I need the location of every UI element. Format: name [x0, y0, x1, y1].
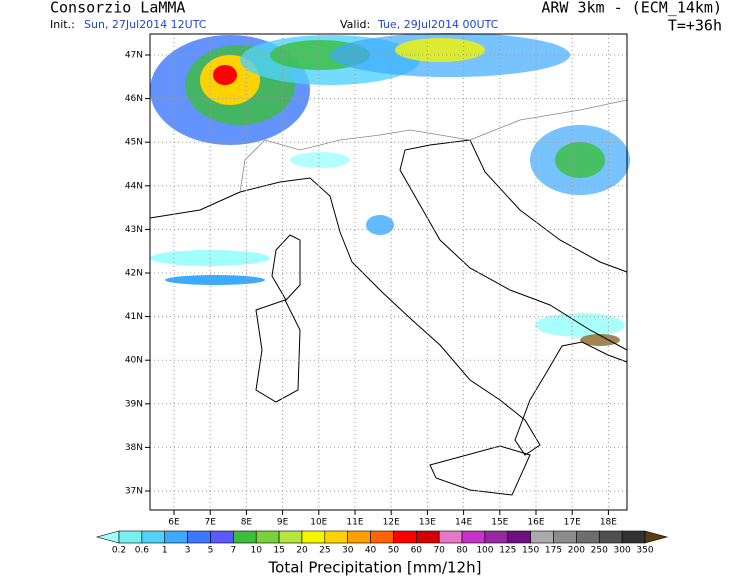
colorbar-label: 10 [250, 546, 262, 556]
colorbar-swatch [278, 530, 303, 544]
colorbar-swatch [233, 530, 257, 544]
lat-label: 37N [125, 487, 143, 497]
colorbar-title: Total Precipitation [mm/12h] [268, 559, 482, 577]
colorbar-swatch [416, 530, 440, 544]
colorbar-label: 15 [273, 546, 284, 556]
colorbar-swatch [255, 530, 280, 544]
forecast-step: T=+36h [668, 17, 722, 35]
lat-label: 39N [125, 399, 143, 409]
colorbar-label: 150 [522, 546, 539, 556]
right-title: ARW 3km - (ECM_14km) [541, 0, 722, 17]
lon-label: 6E [168, 518, 180, 528]
lon-label: 15E [491, 518, 508, 528]
left-title: Consorzio LaMMA [50, 0, 185, 17]
colorbar-label: 100 [476, 546, 493, 556]
colorbar-label: 250 [591, 546, 608, 556]
lon-label: 18E [600, 518, 617, 528]
colorbar-label: 0.2 [112, 546, 126, 556]
lon-label: 17E [564, 518, 581, 528]
init-value: Sun, 27Jul2014 12UTC [84, 18, 207, 31]
colorbar-swatch [553, 530, 577, 544]
valid-value: Tue, 29Jul2014 00UTC [377, 18, 499, 31]
colorbar-label: 3 [185, 546, 191, 556]
colorbar-label: 80 [456, 546, 468, 556]
colorbar-swatch [301, 530, 326, 544]
lat-label: 47N [125, 51, 143, 61]
colorbar-label: 0.6 [135, 546, 150, 556]
colorbar-swatch [576, 530, 600, 544]
lat-label: 42N [125, 269, 143, 279]
colorbar-label: 25 [319, 546, 330, 556]
colorbar-swatch [438, 530, 463, 544]
colorbar-label: 70 [433, 546, 445, 556]
lon-label: 12E [383, 518, 400, 528]
graticule: 47N 46N 45N 44N 43N 42N 41N 40N 39N 38N 37N 6E 7E 8E 9… [125, 34, 627, 528]
lon-label: 13E [419, 518, 436, 528]
map-frame [149, 33, 628, 511]
colorbar-swatch [324, 530, 348, 544]
colorbar-swatch [164, 530, 188, 544]
borders [239, 99, 628, 193]
lon-label: 9E [277, 518, 289, 528]
colorbar: 0.2 0.6 1 3 5 7 10 15 20 25 30 40 50 60 70 80 100 125 150 1… [95, 530, 669, 556]
colorbar-swatch [484, 530, 509, 544]
colorbar-left-arrow [95, 530, 120, 544]
lat-label: 45N [125, 138, 143, 148]
colorbar-label: 30 [342, 546, 354, 556]
colorbar-label: 50 [388, 546, 400, 556]
lat-label: 38N [125, 443, 143, 453]
colorbar-label: 200 [568, 546, 585, 556]
colorbar-swatch [347, 530, 371, 544]
colorbar-swatch [598, 530, 623, 544]
coastlines [149, 139, 628, 496]
colorbar-right-arrow [644, 530, 669, 544]
colorbar-swatch [507, 530, 531, 544]
colorbar-label: 40 [365, 546, 377, 556]
lat-label: 43N [125, 225, 143, 235]
lon-label: 7E [204, 518, 216, 528]
colorbar-label: 350 [636, 546, 653, 556]
colorbar-label: 125 [499, 546, 516, 556]
colorbar-swatch [621, 530, 646, 544]
lat-label: 44N [125, 181, 143, 191]
colorbar-label: 175 [545, 546, 562, 556]
lon-label: 10E [310, 518, 327, 528]
colorbar-swatch [118, 530, 143, 544]
lat-label: 41N [125, 312, 143, 322]
colorbar-swatch [141, 530, 166, 544]
lon-label: 14E [455, 518, 472, 528]
lon-label: 8E [241, 518, 253, 528]
lon-label: 16E [527, 518, 544, 528]
colorbar-label: 60 [411, 546, 423, 556]
colorbar-swatch [393, 530, 417, 544]
colorbar-swatch [210, 530, 234, 544]
colorbar-swatch [187, 530, 211, 544]
init-label: Init.: [50, 18, 75, 31]
colorbar-label: 300 [614, 546, 631, 556]
colorbar-label: 7 [230, 546, 236, 556]
lat-label: 46N [125, 94, 143, 104]
colorbar-swatch [461, 530, 486, 544]
colorbar-swatch [530, 530, 554, 544]
colorbar-label: 5 [208, 546, 214, 556]
lon-label: 11E [346, 518, 363, 528]
lat-label: 40N [125, 356, 143, 366]
colorbar-label: 20 [296, 546, 308, 556]
colorbar-swatch [370, 530, 394, 544]
valid-label: Valid: [340, 18, 370, 31]
colorbar-label: 1 [162, 546, 168, 556]
